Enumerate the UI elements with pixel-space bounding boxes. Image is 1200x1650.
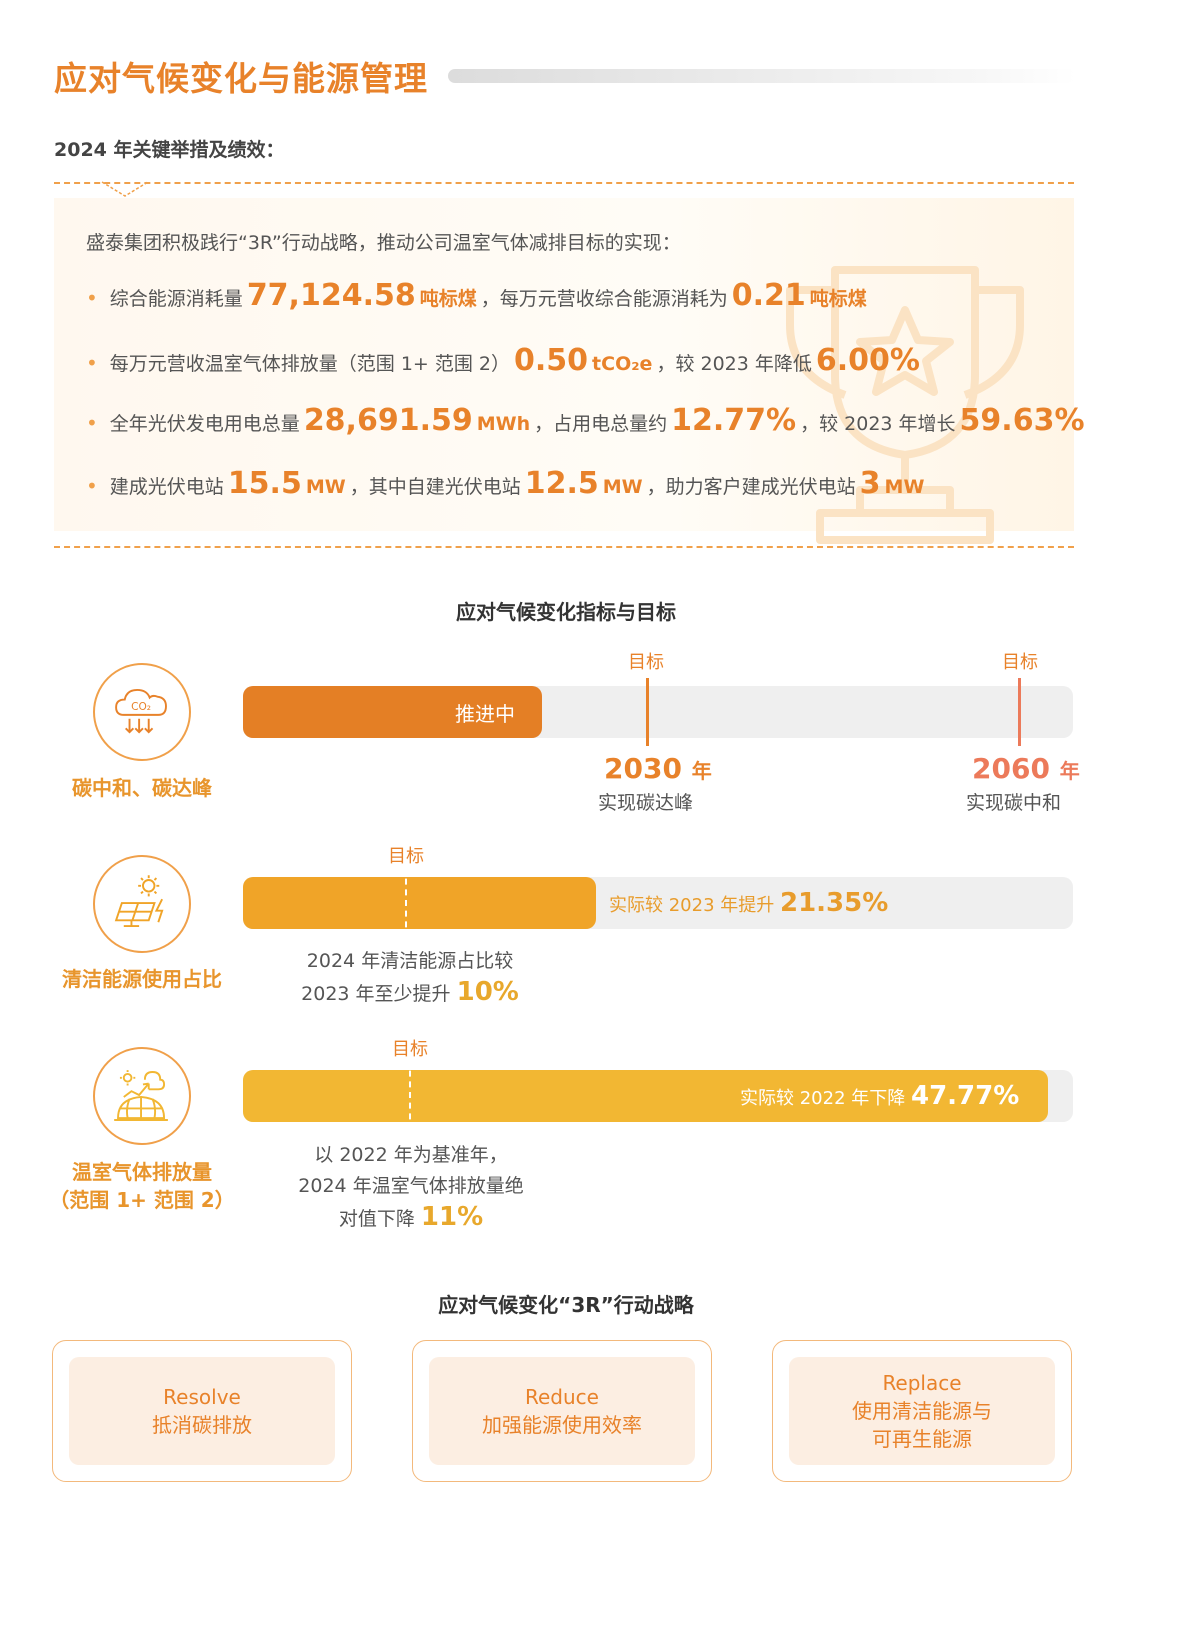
row1-progress-fill: [243, 686, 542, 738]
row3-progress-fill: [243, 1070, 1048, 1122]
row2-progress-fill: [243, 877, 596, 929]
co2-cloud-icon: CO₂: [115, 688, 167, 734]
bullet-dot-icon: •: [86, 474, 98, 498]
strategy-card-replace: Replace 使用清洁能源与 可再生能源: [772, 1340, 1072, 1482]
row1-icon-circle: CO₂: [93, 663, 191, 761]
indicators-title: 应对气候变化指标与目标: [456, 600, 676, 624]
row1-bar-text: 推进中: [455, 702, 515, 726]
strategy-title: 应对气候变化“3R”行动战略: [438, 1293, 694, 1317]
highlight-item-emission-intensity: • 每万元营收温室气体排放量（范围 1+ 范围 2） 0.50 tCO₂e ，较…: [86, 343, 920, 378]
title-decoration-bar: [448, 69, 1076, 83]
row3-target-line: [409, 1060, 411, 1130]
bottom-dashed-divider: [54, 546, 1074, 548]
row3-label: 温室气体排放量 （范围 1+ 范围 2）: [49, 1160, 235, 1212]
strategy-card-resolve: Resolve 抵消碳排放: [52, 1340, 352, 1482]
row1-target2-line: [1018, 678, 1021, 746]
row1-target1-year: 2030 年: [604, 752, 712, 785]
highlights-intro: 盛泰集团积极践行“3R”行动战略，推动公司温室气体减排目标的实现：: [86, 232, 681, 254]
section-subtitle: 2024 年关键举措及绩效：: [54, 139, 285, 161]
globe-emission-icon: [114, 1070, 168, 1121]
trophy-icon: [786, 266, 1024, 544]
highlight-item-pv-stations: • 建成光伏电站 15.5 MW ，其中自建光伏电站 12.5 MW ，助力客户…: [86, 466, 925, 501]
row1-target1-line: [646, 678, 649, 746]
solar-panel-icon: [114, 875, 164, 928]
row2-icon-circle: [93, 855, 191, 953]
row3-target-label: 目标: [392, 1039, 428, 1060]
row3-icon-circle: [93, 1047, 191, 1145]
top-dashed-divider: [54, 182, 1074, 184]
highlight-item-energy: • 综合能源消耗量 77,124.58 吨标煤 ，每万元营收综合能源消耗为 0.…: [86, 278, 867, 313]
notch-chevron-icon: [101, 181, 149, 197]
row1-target1-label: 目标: [628, 652, 664, 673]
svg-text:CO₂: CO₂: [131, 701, 151, 713]
row2-result: 实际较 2023 年提升 21.35%: [609, 888, 889, 918]
strategy-card-reduce: Reduce 加强能源使用效率: [412, 1340, 712, 1482]
page-title: 应对气候变化与能源管理: [54, 59, 428, 98]
row3-note: 以 2022 年为基准年， 2024 年温室气体排放量绝 对值下降 11%: [298, 1144, 524, 1232]
row3-result: 实际较 2022 年下降 47.77%: [740, 1081, 1020, 1111]
row2-target-line: [405, 868, 407, 938]
bullet-dot-icon: •: [86, 351, 98, 375]
row2-note: 2024 年清洁能源占比较 2023 年至少提升 10%: [301, 950, 519, 1007]
row2-target-label: 目标: [388, 846, 424, 867]
row1-target1-desc: 实现碳达峰: [598, 792, 694, 814]
row1-target2-label: 目标: [1002, 652, 1038, 673]
row1-label: 碳中和、碳达峰: [72, 776, 212, 800]
bullet-dot-icon: •: [86, 286, 98, 310]
highlight-item-solar-power: • 全年光伏发电用电总量 28,691.59 MWh ，占用电总量约 12.77…: [86, 403, 1085, 438]
row1-target2-year: 2060 年: [972, 752, 1080, 785]
row1-target2-desc: 实现碳中和: [966, 792, 1062, 814]
row2-label: 清洁能源使用占比: [62, 967, 222, 991]
bullet-dot-icon: •: [86, 411, 98, 435]
